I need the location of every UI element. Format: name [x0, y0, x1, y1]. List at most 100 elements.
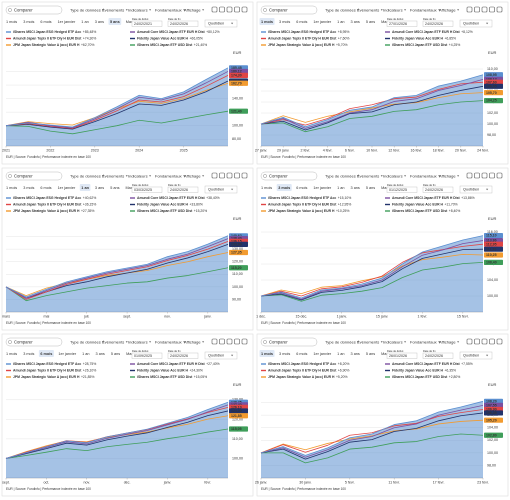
toolbar-menu[interactable]: Affichage	[439, 7, 456, 12]
toolbar-menu[interactable]: Indicateurs	[128, 173, 148, 178]
interval-select[interactable]	[204, 185, 238, 194]
toolbar-icon[interactable]	[474, 338, 480, 345]
toolbar-menu[interactable]: Affichage	[184, 173, 201, 178]
range-button[interactable]: 3 ans	[95, 186, 104, 190]
range-button[interactable]: 6 mois	[296, 20, 307, 24]
legend-name[interactable]: Amundi Japan Topix II ETF Dly H EUR Dist	[268, 37, 337, 41]
toolbar-icon[interactable]	[466, 6, 473, 13]
toolbar-icon[interactable]	[219, 6, 225, 13]
start-date-field[interactable]	[131, 20, 163, 27]
legend-name[interactable]: Fidelity Japan Value Acc EUR H	[137, 37, 188, 41]
legend-name[interactable]: iShares MSCI Japan ESG Hedged ETF Acc	[268, 362, 336, 366]
toolbar-menu[interactable]: Indicateurs	[383, 7, 403, 12]
legend-name[interactable]: Amundi Japan Topix II ETF Dly H EUR Dist	[268, 203, 337, 207]
toolbar-icon[interactable]	[226, 338, 233, 345]
toolbar-menu[interactable]: Type de données	[70, 7, 101, 12]
toolbar-menu[interactable]: Événements	[102, 7, 124, 12]
range-button[interactable]: 3 mois	[23, 20, 34, 24]
range-button[interactable]: Max	[381, 352, 388, 356]
toolbar-menu[interactable]: Événements	[102, 339, 124, 344]
toolbar-icon[interactable]	[466, 172, 473, 179]
end-date-field[interactable]	[167, 352, 199, 359]
toolbar-menu[interactable]: Affichage	[439, 173, 456, 178]
range-button[interactable]: 1 mois	[261, 352, 273, 356]
interval-select[interactable]	[459, 19, 493, 28]
interval-select[interactable]	[204, 351, 238, 360]
range-button[interactable]: 6 mois	[40, 352, 52, 356]
legend-name[interactable]: iShares MSCI Japan ETF USD Dist	[137, 375, 193, 379]
range-button[interactable]: 5 ans	[111, 352, 120, 356]
toolbar-menu[interactable]: Indicateurs	[128, 7, 148, 12]
range-button[interactable]: 5 ans	[366, 186, 375, 190]
toolbar-icon[interactable]	[241, 172, 248, 179]
legend-name[interactable]: iShares MSCI Japan ESG Hedged ETF Acc	[13, 30, 81, 34]
toolbar-menu[interactable]: Fondamentaux	[410, 7, 437, 12]
toolbar-icon[interactable]	[226, 172, 233, 179]
range-button[interactable]: 5 ans	[110, 20, 120, 24]
range-button[interactable]: 1er janvier	[313, 352, 331, 356]
toolbar-icon[interactable]	[234, 338, 240, 345]
legend-name[interactable]: JPM Japan Strategic Value A (acc) EUR H	[268, 209, 335, 213]
legend-name[interactable]: JPM Japan Strategic Value A (acc) EUR H	[268, 375, 335, 379]
range-button[interactable]: 1 an	[337, 20, 344, 24]
legend-name[interactable]: Fidelity Japan Value Acc EUR H	[392, 37, 443, 41]
toolbar-icon[interactable]	[211, 338, 218, 345]
toolbar-icon[interactable]	[474, 6, 480, 13]
range-button[interactable]: 1 an	[337, 186, 344, 190]
toolbar-menu[interactable]: Événements	[357, 173, 379, 178]
range-button[interactable]: 1 mois	[6, 20, 17, 24]
toolbar-menu[interactable]: Événements	[357, 339, 379, 344]
range-button[interactable]: 3 ans	[96, 352, 105, 356]
toolbar-icon[interactable]	[474, 172, 480, 179]
toolbar-menu[interactable]: Affichage	[184, 339, 201, 344]
toolbar-icon[interactable]	[211, 172, 218, 179]
range-button[interactable]: Max	[126, 352, 133, 356]
range-button[interactable]: 3 mois	[278, 186, 290, 190]
interval-select[interactable]	[459, 185, 493, 194]
range-button[interactable]: 3 mois	[23, 186, 34, 190]
legend-name[interactable]: iShares MSCI Japan ETF USD Dist	[392, 375, 448, 379]
toolbar-menu[interactable]: Type de données	[325, 339, 356, 344]
range-button[interactable]: 3 mois	[23, 352, 34, 356]
end-date-field[interactable]	[167, 20, 199, 27]
range-button[interactable]: 1 an	[81, 186, 89, 190]
toolbar-menu[interactable]: Indicateurs	[383, 339, 403, 344]
legend-name[interactable]: Amundi Core MSCI Japan ETF EUR H Dist	[137, 30, 206, 34]
start-date-field[interactable]	[386, 186, 418, 193]
legend-name[interactable]: iShares MSCI Japan ETF USD Dist	[392, 209, 448, 213]
range-button[interactable]: 6 mois	[296, 352, 307, 356]
start-date-field[interactable]	[131, 352, 163, 359]
range-button[interactable]: 3 mois	[279, 20, 290, 24]
range-button[interactable]: Max	[381, 20, 388, 24]
toolbar-menu[interactable]: Affichage	[184, 7, 201, 12]
legend-name[interactable]: Amundi Core MSCI Japan ETF EUR H Dist	[137, 362, 206, 366]
range-button[interactable]: 1er janvier	[313, 20, 331, 24]
legend-name[interactable]: Amundi Core MSCI Japan ETF EUR H Dist	[392, 362, 461, 366]
range-button[interactable]: 3 ans	[351, 186, 360, 190]
start-date-field[interactable]	[386, 352, 418, 359]
range-button[interactable]: 3 ans	[351, 20, 360, 24]
toolbar-icon[interactable]	[496, 172, 503, 179]
toolbar-icon[interactable]	[489, 172, 495, 179]
toolbar-menu[interactable]: Fondamentaux	[155, 173, 182, 178]
search-box[interactable]	[5, 337, 63, 347]
legend-name[interactable]: iShares MSCI Japan ETF USD Dist	[392, 43, 448, 47]
range-button[interactable]: 1 mois	[6, 352, 17, 356]
legend-name[interactable]: iShares MSCI Japan ESG Hedged ETF Acc	[13, 362, 81, 366]
range-button[interactable]: Max	[126, 20, 133, 24]
range-button[interactable]: 5 ans	[366, 20, 375, 24]
start-date-field[interactable]	[131, 186, 163, 193]
end-date-field[interactable]	[422, 186, 454, 193]
toolbar-icon[interactable]	[481, 338, 488, 345]
legend-name[interactable]: Fidelity Japan Value Acc EUR H	[137, 203, 188, 207]
range-button[interactable]: 5 ans	[366, 352, 375, 356]
toolbar-menu[interactable]: Affichage	[439, 339, 456, 344]
toolbar-icon[interactable]	[466, 338, 473, 345]
legend-name[interactable]: iShares MSCI Japan ETF USD Dist	[137, 209, 193, 213]
range-button[interactable]: 1er janvier	[58, 186, 76, 190]
legend-name[interactable]: Amundi Japan Topix II ETF Dly H EUR Dist	[13, 369, 82, 373]
end-date-field[interactable]	[422, 352, 454, 359]
toolbar-icon[interactable]	[496, 6, 503, 13]
legend-name[interactable]: iShares MSCI Japan ETF USD Dist	[137, 43, 193, 47]
legend-name[interactable]: Amundi Core MSCI Japan ETF EUR H Dist	[392, 196, 461, 200]
